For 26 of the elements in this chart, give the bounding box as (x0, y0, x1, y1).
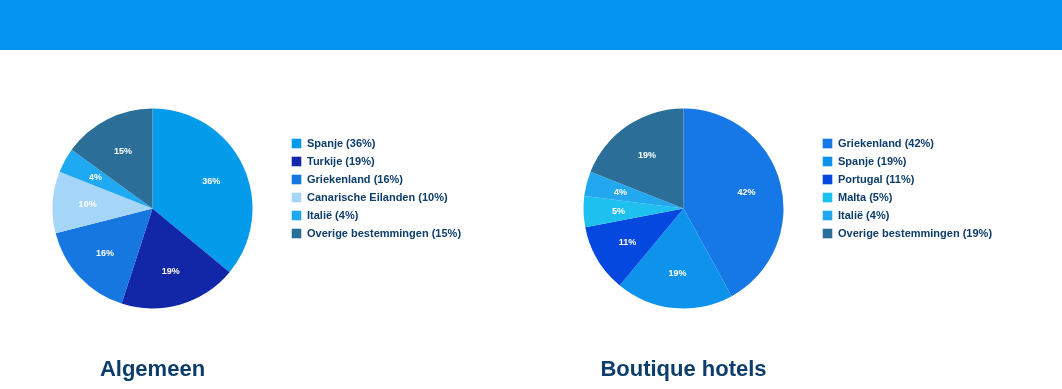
legend-label: Canarische Eilanden (10%) (307, 191, 448, 203)
data-label: 16% (96, 248, 115, 258)
legend-label: Italië (4%) (838, 209, 890, 221)
data-label: 15% (113, 145, 132, 156)
legend-label: Spanje (19%) (838, 155, 907, 167)
legend-label: Malta (5%) (838, 191, 893, 203)
data-label: 4% (614, 187, 628, 198)
legend-label: Turkije (19%) (307, 155, 375, 167)
legend-label: Italië (4%) (307, 209, 359, 221)
legend-label: Griekenland (42%) (838, 137, 934, 149)
data-label: 10% (78, 199, 97, 210)
legend-label: Portugal (11%) (838, 173, 915, 185)
data-label: 4% (89, 172, 103, 183)
data-label: 5% (612, 205, 626, 216)
data-label: 19% (161, 265, 180, 276)
text: Boutique hotels (600, 356, 767, 381)
legend-label: Overige bestemmingen (15%) (307, 227, 462, 239)
legend-label: Spanje (36%) (307, 137, 376, 149)
data-label: 36% (202, 175, 221, 186)
text: Algemeen (99, 356, 206, 381)
legend-label: Overige bestemmingen (19%) (838, 227, 993, 239)
data-label: 19% (637, 149, 656, 160)
data-label: 42% (737, 187, 756, 198)
legend-label: Griekenland (16%) (307, 173, 403, 185)
data-label: 19% (668, 268, 687, 279)
data-label: 11% (618, 236, 637, 247)
